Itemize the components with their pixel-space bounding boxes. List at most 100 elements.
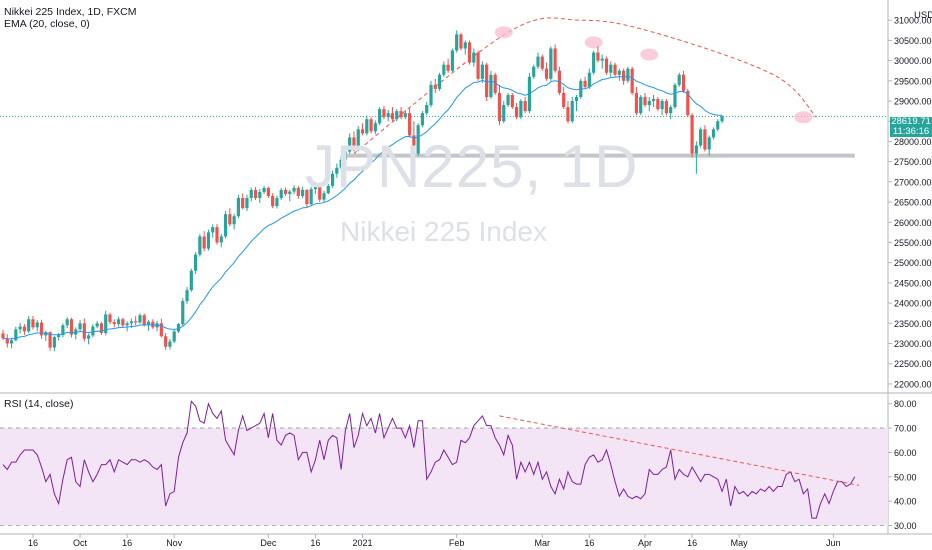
candle-body <box>48 332 52 348</box>
candle-body <box>664 101 668 114</box>
candle-body <box>292 187 296 192</box>
time-tick-label: 16 <box>687 538 697 548</box>
time-tick-label: Apr <box>638 538 652 548</box>
rsi-tick-label: 60.00 <box>894 448 917 458</box>
candle-body <box>480 64 484 79</box>
candle-body <box>604 58 609 73</box>
candle-body <box>313 185 318 190</box>
time-tick-label: 16 <box>28 538 38 548</box>
candle-body <box>574 96 579 102</box>
candle-body <box>164 336 168 347</box>
candle-body <box>1 333 5 339</box>
price-tick-label: 27500.00 <box>894 157 932 167</box>
rsi-tick-label: 30.00 <box>894 521 917 531</box>
candle-body <box>583 80 587 87</box>
candle-body <box>330 173 335 186</box>
price-tick-label: 22500.00 <box>894 359 932 369</box>
price-tick-label: 30500.00 <box>894 36 932 46</box>
candle-body <box>57 335 61 338</box>
candle-body <box>181 301 185 325</box>
candle-body <box>65 319 69 326</box>
ema-line <box>2 75 723 340</box>
candle-body <box>699 129 703 146</box>
candle-body <box>39 322 44 336</box>
candle-body <box>296 187 300 196</box>
candle-body <box>485 64 489 97</box>
rsi-tick-label: 40.00 <box>894 497 917 507</box>
candle-body <box>104 314 108 333</box>
candle-body <box>99 323 104 333</box>
watermark-name: Nikkei 225 Index <box>340 216 548 247</box>
candle-body <box>686 90 690 116</box>
candle-body <box>44 332 48 336</box>
candle-body <box>134 321 138 323</box>
candle-body <box>587 72 591 87</box>
price-tick-label: 23000.00 <box>894 339 932 349</box>
candle-body <box>322 193 326 200</box>
candle-body <box>570 101 574 122</box>
rsi-band <box>0 428 888 526</box>
candle-body <box>279 189 283 199</box>
candle-body <box>523 101 527 112</box>
candle-body <box>472 52 476 63</box>
candle-body <box>707 137 711 150</box>
time-tick-label: 16 <box>584 538 594 548</box>
candle-body <box>352 137 356 150</box>
candle-body <box>433 84 437 89</box>
rsi-tick-label: 50.00 <box>894 472 917 482</box>
price-tick-label: 22000.00 <box>894 379 932 389</box>
candle-body <box>305 189 309 205</box>
candle-body <box>202 236 206 249</box>
candle-body <box>681 74 686 91</box>
candle-body <box>656 99 660 110</box>
peak-marker <box>584 36 603 49</box>
candle-body <box>112 322 116 325</box>
candle-body <box>592 52 596 73</box>
candle-body <box>369 119 373 132</box>
candle-body <box>228 214 232 225</box>
price-tick-label: 26000.00 <box>894 218 932 228</box>
price-tick-label: 29000.00 <box>894 97 932 107</box>
candle-body <box>283 189 288 194</box>
price-tick-label: 26500.00 <box>894 198 932 208</box>
candle-body <box>253 189 258 199</box>
candle-body <box>711 129 716 138</box>
ema-legend: EMA (20, close, 0) <box>4 18 90 30</box>
candle-body <box>617 70 621 75</box>
candle-body <box>18 326 22 330</box>
candle-body <box>673 84 677 108</box>
candle-body <box>455 34 459 51</box>
candle-body <box>262 187 266 192</box>
candle-body <box>622 70 626 81</box>
price-tick-label: 24500.00 <box>894 278 932 288</box>
candle-body <box>720 116 724 122</box>
candle-body <box>365 119 369 134</box>
rsi-line <box>2 400 856 519</box>
candle-body <box>249 189 253 199</box>
candle-body <box>390 113 395 120</box>
candle-body <box>258 191 262 199</box>
rsi-trendline <box>499 415 860 486</box>
candle-body <box>425 105 429 114</box>
candle-body <box>651 99 656 102</box>
candle-body <box>450 50 454 71</box>
candle-body <box>519 101 523 118</box>
candle-body <box>437 74 442 89</box>
time-tick-label: 16 <box>310 538 320 548</box>
candle-body <box>536 56 540 67</box>
currency-label: USD <box>914 10 932 21</box>
candle-body <box>356 129 360 150</box>
candle-body <box>168 341 172 347</box>
candle-body <box>373 123 377 132</box>
candle-body <box>138 315 142 323</box>
candle-body <box>716 121 720 130</box>
candle-body <box>301 189 305 196</box>
candle-body <box>562 92 566 108</box>
last-price-tag[interactable]: 28619.71 11:36:16 <box>890 117 932 137</box>
peak-marker <box>494 26 513 39</box>
price-tick-label: 27000.00 <box>894 177 932 187</box>
candle-body <box>647 101 651 106</box>
price-tick-label: 29500.00 <box>894 76 932 86</box>
candle-body <box>343 151 347 160</box>
